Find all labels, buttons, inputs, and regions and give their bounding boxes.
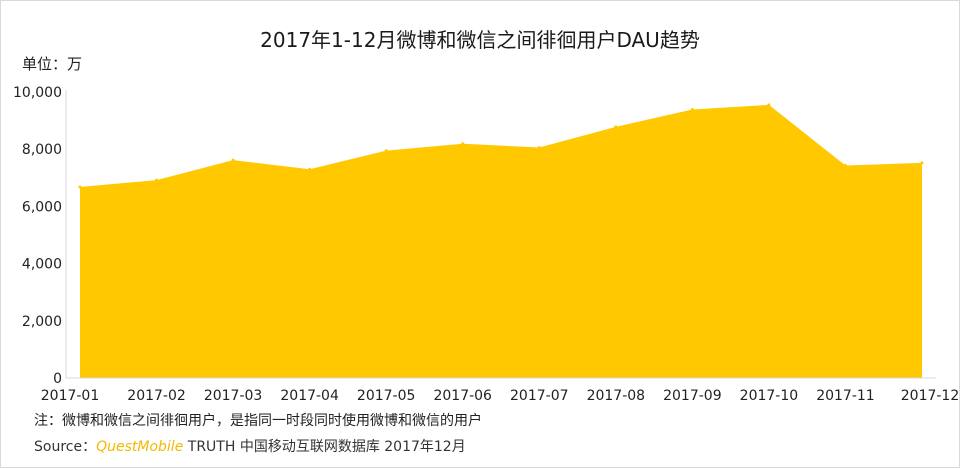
x-tick-label-2017-12: 2017-12	[901, 388, 960, 404]
x-tick-label-2017-03: 2017-03	[204, 388, 263, 404]
x-tick-label-2017-11: 2017-11	[816, 388, 875, 404]
y-tick-label-2: 4,000	[22, 257, 62, 273]
data-point-2017-01	[78, 185, 82, 189]
data-point-2017-07	[537, 145, 541, 149]
x-tick-label-2017-05: 2017-05	[357, 388, 416, 404]
data-point-2017-02	[155, 178, 159, 182]
x-tick-label-2017-10: 2017-10	[740, 388, 799, 404]
x-tick-label-2017-07: 2017-07	[510, 388, 569, 404]
x-tick-label-2017-02: 2017-02	[127, 388, 186, 404]
data-point-2017-05	[384, 149, 388, 153]
x-tick-label-2017-01: 2017-01	[41, 388, 100, 404]
data-point-2017-09	[690, 107, 694, 111]
footnote: 注：微博和微信之间徘徊用户，是指同一时段同时使用微博和微信的用户	[34, 413, 482, 429]
source-brand: QuestMobile	[96, 439, 184, 455]
area-series	[80, 104, 922, 379]
y-tick-label-0: 0	[53, 371, 62, 387]
source-line: Source：QuestMobile TRUTH 中国移动互联网数据库 2017…	[34, 436, 466, 456]
data-point-2017-03	[231, 158, 235, 162]
y-tick-label-4: 8,000	[22, 142, 62, 158]
y-tick-label-1: 2,000	[22, 314, 62, 330]
source-suffix: TRUTH 中国移动互联网数据库 2017年12月	[183, 439, 466, 455]
x-tick-label-2017-06: 2017-06	[433, 388, 492, 404]
unit-label: 单位：万	[22, 55, 83, 73]
data-point-2017-10	[767, 103, 771, 107]
y-tick-label-3: 6,000	[22, 199, 62, 215]
data-point-2017-06	[461, 142, 465, 146]
data-point-2017-11	[843, 164, 847, 168]
chart-title: 2017年1-12月微博和微信之间徘徊用户DAU趋势	[260, 28, 700, 52]
x-tick-label-2017-09: 2017-09	[663, 388, 722, 404]
y-tick-label-5: 10,000	[13, 85, 62, 101]
data-point-2017-12	[920, 161, 924, 165]
source-prefix: Source：	[34, 439, 97, 455]
x-tick-label-2017-08: 2017-08	[587, 388, 646, 404]
data-point-2017-04	[308, 167, 312, 171]
data-point-2017-08	[614, 125, 618, 129]
x-tick-label-2017-04: 2017-04	[280, 388, 339, 404]
